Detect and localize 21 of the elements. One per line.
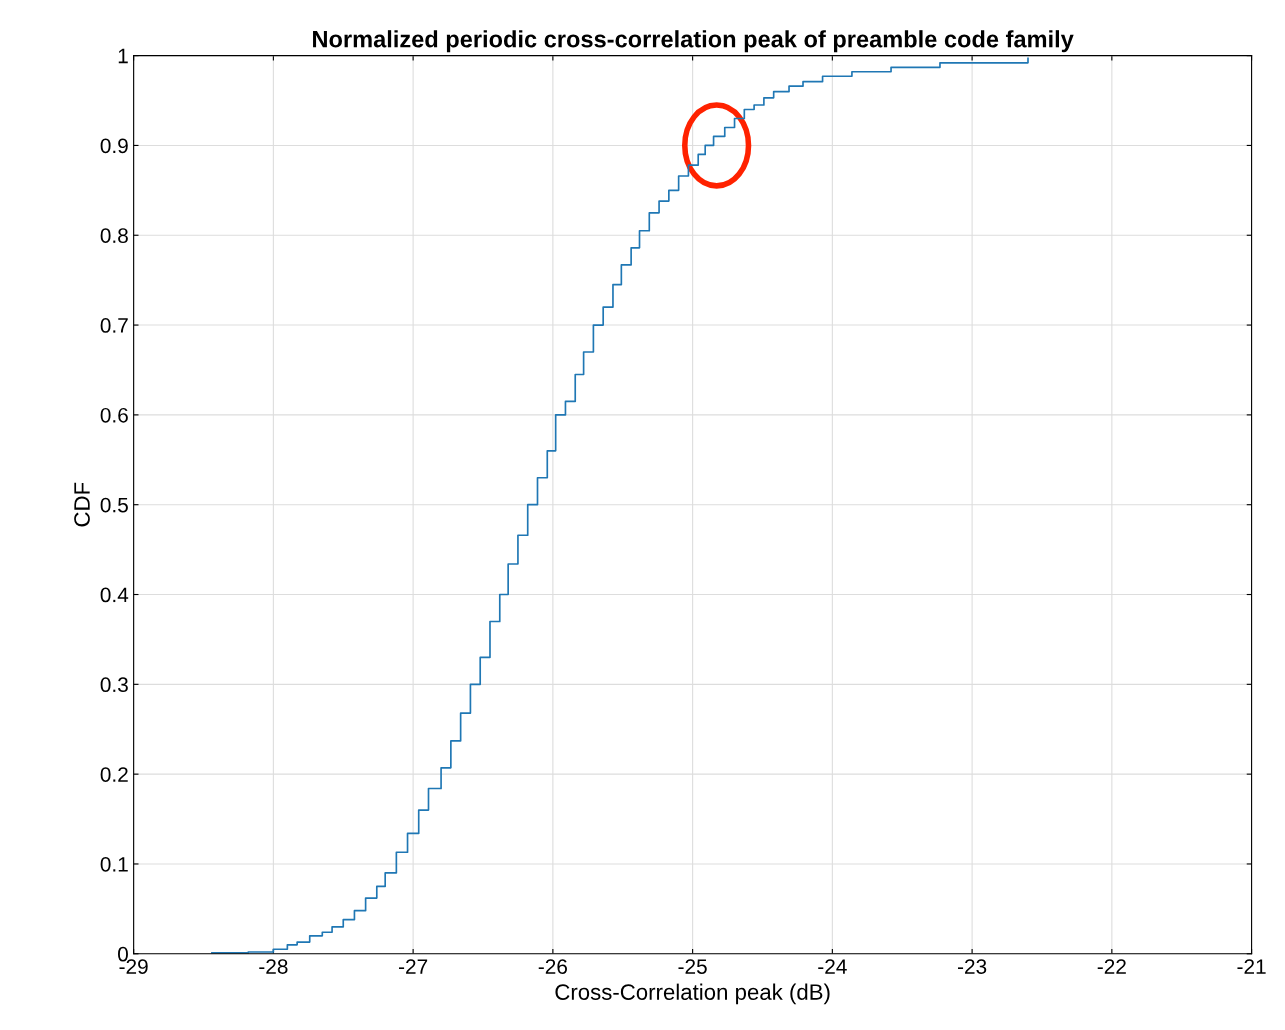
y-axis-title: CDF — [74, 482, 90, 527]
y-tick-label: 1 — [118, 48, 128, 64]
x-tick-label: -22 — [1097, 959, 1126, 974]
x-axis-title: Cross-Correlation peak (dB) — [555, 983, 830, 1005]
x-tick-label: -24 — [818, 959, 847, 974]
y-tick-label: 0.9 — [100, 138, 128, 154]
x-tick-label: -27 — [399, 959, 428, 974]
y-tick-label: 0.4 — [100, 587, 129, 603]
x-tick-label: -23 — [957, 959, 987, 974]
y-tick-label: 0.8 — [100, 228, 128, 244]
x-tick-label: -21 — [1237, 959, 1266, 974]
y-tick-label: 0.7 — [100, 318, 128, 333]
x-tick-label: -25 — [678, 959, 707, 974]
x-tick-label: -26 — [538, 959, 568, 974]
y-tick-label: 0.6 — [100, 407, 128, 423]
y-tick-label: 0.1 — [100, 856, 128, 872]
y-tick-label: 0.2 — [100, 767, 128, 782]
chart-title: Normalized periodic cross-correlation peak of preamble code family — [313, 30, 1074, 53]
x-tick-label: -28 — [259, 959, 288, 974]
y-tick-label: 0.5 — [100, 497, 128, 513]
y-tick-label: 0.3 — [100, 677, 128, 693]
